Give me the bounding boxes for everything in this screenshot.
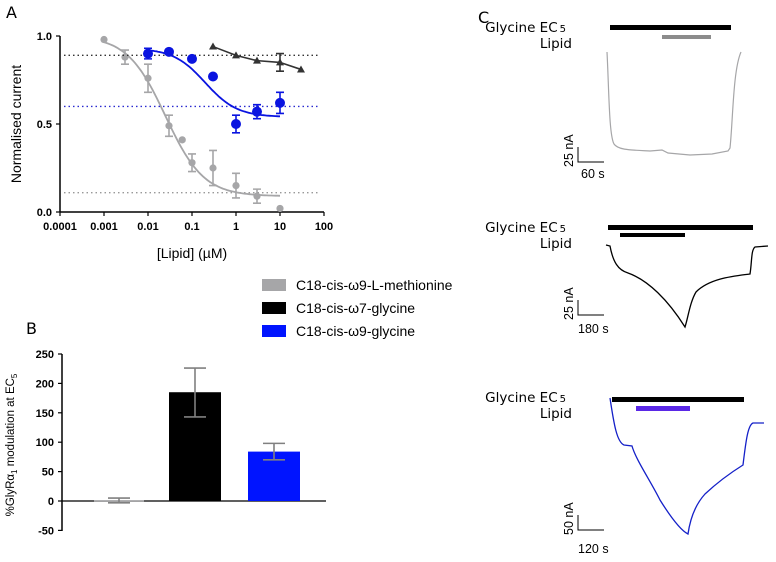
data-point — [143, 48, 153, 59]
glycine-application-bar — [608, 225, 753, 230]
bar-chart: %GlyRα1 modulation at EC5 -50 0 50 100 150 20… — [5, 349, 326, 537]
x-tick-label: 1 — [233, 221, 239, 233]
lipid-label: Lipid — [540, 36, 572, 52]
legend-label: C18-cis-ω7-glycine — [296, 300, 415, 316]
y-tick-label: 50 — [42, 467, 54, 479]
x-tick-label: 100 — [315, 221, 333, 233]
data-point — [275, 97, 285, 108]
y-tick-label: 1.0 — [37, 31, 52, 43]
legend-label: C18-cis-ω9-glycine — [296, 323, 415, 339]
data-point — [253, 192, 261, 200]
panel-label-b: B — [26, 319, 37, 338]
x-scale-label: 120 s — [578, 542, 609, 556]
trace-w9-glycine: Glycine EC 5 Lipid 50 nA 120 s — [485, 390, 764, 556]
data-point — [296, 65, 305, 73]
scale-bar — [577, 515, 604, 531]
data-point — [188, 159, 196, 167]
y-scale-label: 25 nA — [562, 287, 576, 320]
data-point — [232, 182, 240, 190]
data-point — [121, 53, 129, 61]
data-point — [251, 106, 262, 117]
glycine-label: Glycine EC 5 — [485, 390, 566, 406]
y-tick-label: 100 — [36, 437, 54, 449]
legend-swatch — [262, 325, 286, 337]
data-point — [208, 42, 217, 50]
y-tick-label: -50 — [38, 525, 54, 537]
lipid-application-bar — [662, 35, 711, 39]
data-point — [178, 136, 186, 144]
current-trace — [609, 397, 764, 535]
lipid-label: Lipid — [540, 236, 572, 252]
x-tick-label: 0.01 — [137, 221, 158, 233]
y-tick-label: 250 — [36, 349, 54, 361]
y-tick-label: 200 — [36, 378, 54, 390]
data-point — [276, 58, 284, 66]
y-scale-label: 25 nA — [562, 134, 576, 167]
data-point — [207, 71, 218, 82]
error-bar — [108, 497, 130, 504]
y-tick-label: 0.5 — [37, 119, 52, 131]
data-point — [209, 164, 217, 172]
y-axis-label: Normalised current — [8, 65, 24, 183]
trace-w7-glycine: Glycine EC 5 Lipid 25 nA 180 s — [485, 220, 769, 336]
y-tick-label: 0 — [48, 496, 54, 508]
glycine-label: Glycine EC 5 — [485, 20, 566, 36]
trace-methionine: Glycine EC 5 Lipid 25 nA 60 s — [485, 20, 742, 181]
x-tick-label: 10 — [274, 221, 286, 233]
data-point — [100, 35, 108, 44]
data-point — [252, 56, 261, 64]
lipid-application-bar — [620, 233, 685, 237]
glycine-application-bar — [612, 397, 744, 402]
data-point — [231, 119, 241, 129]
x-tick-label: 0.0001 — [43, 221, 77, 233]
panel-label-c: C — [478, 8, 489, 27]
data-point — [276, 204, 284, 213]
y-tick-label: 150 — [36, 408, 54, 420]
scale-bar — [577, 147, 604, 163]
lipid-application-bar — [636, 406, 690, 411]
scale-bar — [577, 300, 604, 316]
x-scale-label: 180 s — [578, 322, 609, 336]
data-point — [232, 51, 240, 59]
lipid-label: Lipid — [540, 406, 572, 422]
dose-response-chart: Normalised current [Lipid] (µM) 0.0001 0.… — [8, 31, 333, 261]
x-tick-label: 0.001 — [90, 221, 118, 233]
glycine-application-bar — [610, 25, 731, 30]
y-tick-label: 0.0 — [37, 207, 52, 219]
current-trace — [606, 51, 742, 156]
y-axis-label: %GlyRα1 modulation at EC5 — [5, 373, 19, 516]
data-point — [163, 46, 174, 57]
y-scale-label: 50 nA — [562, 502, 576, 535]
panel-label-a: A — [6, 3, 17, 22]
error-bar — [184, 367, 206, 418]
legend: C18-cis-ω9-L-methionine C18-cis-ω7-glyci… — [262, 277, 453, 339]
legend-swatch — [262, 302, 286, 314]
x-tick-label: 0.1 — [184, 221, 199, 233]
current-trace — [605, 244, 769, 329]
x-scale-label: 60 s — [581, 167, 605, 181]
x-axis-label: [Lipid] (µM) — [157, 245, 227, 261]
legend-swatch — [262, 279, 286, 291]
data-point — [165, 122, 173, 130]
error-bar — [263, 442, 285, 461]
data-point — [144, 74, 152, 82]
data-point — [187, 53, 197, 64]
legend-label: C18-cis-ω9-L-methionine — [296, 277, 453, 293]
glycine-label: Glycine EC 5 — [485, 220, 566, 236]
